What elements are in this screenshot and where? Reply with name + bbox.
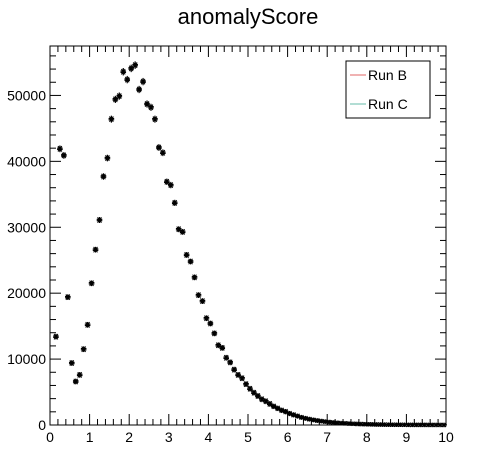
legend-item: Run C (350, 96, 408, 112)
data-point (231, 366, 237, 372)
data-point (88, 280, 95, 285)
data-point (152, 115, 158, 122)
data-point (227, 359, 233, 365)
data-point (92, 246, 99, 252)
data-point (441, 422, 447, 428)
data-point (53, 333, 59, 339)
data-point (164, 178, 170, 184)
data-point (84, 321, 91, 327)
y-tick-label: 30000 (7, 219, 46, 235)
y-tick-label: 20000 (7, 285, 46, 301)
x-tick-label: 6 (284, 429, 292, 445)
data-point (191, 274, 198, 280)
x-tick-label: 3 (165, 429, 173, 445)
data-point (259, 396, 265, 401)
series-run-b (53, 61, 447, 428)
x-tick-label: 2 (125, 429, 133, 445)
data-point (136, 85, 142, 92)
data-point (211, 330, 218, 336)
x-tick-label: 10 (438, 429, 454, 445)
x-tick-label: 0 (46, 429, 54, 445)
data-point (298, 414, 305, 420)
data-point (132, 61, 138, 68)
data-point (72, 378, 79, 384)
data-point (274, 405, 281, 411)
data-point (100, 173, 107, 179)
data-point (219, 344, 226, 350)
data-point (65, 294, 71, 299)
data-point (397, 422, 404, 428)
data-point (160, 149, 166, 155)
y-tick-label: 10000 (7, 351, 46, 367)
y-tick-label: 0 (38, 417, 46, 433)
data-point (199, 298, 206, 303)
data-point (61, 152, 67, 158)
legend-box (345, 60, 431, 119)
legend-items: Run B Run C (350, 67, 408, 112)
legend-item: Run B (350, 67, 407, 83)
x-tick-label: 4 (205, 429, 213, 445)
data-point (334, 420, 340, 426)
data-point (112, 95, 119, 102)
data-point (108, 115, 115, 122)
data-point (433, 422, 439, 428)
chart-title: anomalyScore (178, 4, 319, 29)
x-tick-label: 1 (86, 429, 94, 445)
data-point (104, 154, 111, 161)
x-tick-label: 5 (244, 429, 252, 445)
data-point (195, 292, 202, 297)
data-point (263, 398, 269, 403)
data-point (302, 415, 309, 421)
data-point (175, 226, 182, 231)
data-point (255, 392, 261, 398)
data-point (80, 346, 87, 351)
data-point (148, 103, 154, 110)
data-point (179, 228, 186, 234)
data-markers (53, 61, 447, 428)
data-point (120, 67, 127, 75)
data-point (144, 100, 150, 107)
data-point (207, 320, 214, 326)
data-point (282, 408, 289, 414)
data-point (203, 315, 210, 320)
x-tick-label: 7 (323, 429, 331, 445)
data-point (243, 381, 249, 386)
data-point (286, 410, 293, 416)
data-point (330, 420, 336, 425)
data-point (306, 416, 313, 422)
axis-tick-labels: 0 1 2 3 4 5 6 7 8 9 10 0 10000 20000 30000 40000 50000 (7, 87, 454, 445)
data-point (171, 199, 178, 205)
data-point (358, 421, 364, 427)
data-point (167, 181, 174, 187)
x-tick-label: 8 (363, 429, 371, 445)
data-point (116, 92, 123, 99)
data-point (96, 216, 103, 222)
legend-label: Run B (368, 67, 407, 83)
data-point (223, 354, 230, 360)
data-point (183, 251, 190, 257)
y-tick-label: 50000 (7, 87, 46, 103)
legend: Run B Run C (345, 60, 431, 119)
data-point (128, 64, 134, 71)
data-point (156, 144, 162, 150)
data-point (235, 371, 241, 377)
data-point (270, 403, 277, 409)
y-tick-label: 40000 (7, 153, 46, 169)
data-point (266, 400, 273, 406)
data-point (251, 389, 257, 395)
data-point (76, 371, 83, 377)
data-point (215, 342, 222, 347)
data-point (68, 360, 75, 365)
legend-label: Run C (368, 96, 408, 112)
data-point (187, 258, 194, 264)
data-point (389, 422, 396, 428)
data-point (124, 75, 131, 82)
x-tick-label: 9 (403, 429, 411, 445)
data-point (310, 417, 317, 423)
data-point (57, 145, 63, 151)
data-point (239, 375, 245, 380)
data-point (140, 77, 146, 84)
data-point (247, 385, 253, 391)
